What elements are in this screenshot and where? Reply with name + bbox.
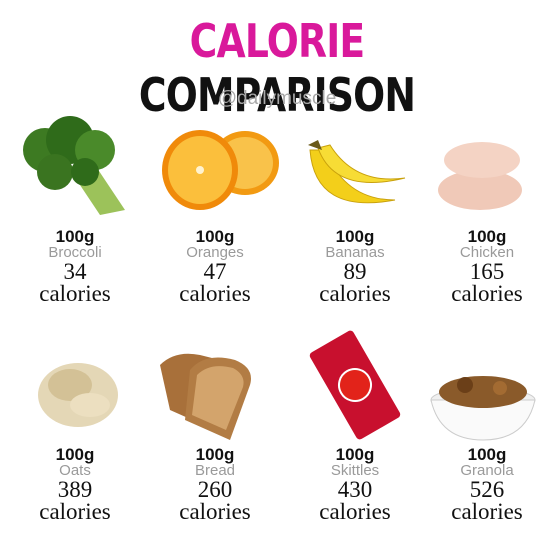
granola-image [430, 376, 536, 441]
food-unit: calories [451, 281, 523, 306]
food-calories: 526 [469, 477, 505, 502]
food-item: 100g Granola 526 calories [418, 446, 554, 523]
title-highlight: CALORIE [189, 14, 366, 68]
food-item: 100g Oats 389 calories [6, 446, 144, 523]
broccoli-image [23, 116, 125, 215]
oats-image [38, 363, 118, 427]
food-item: 100g Oranges 47 calories [146, 228, 284, 305]
food-calories: 165 [469, 259, 505, 284]
food-name: Bananas [325, 244, 385, 261]
food-weight: 100g [195, 227, 235, 246]
food-weight: 100g [195, 445, 235, 464]
food-name: Chicken [459, 244, 515, 261]
food-weight: 100g [467, 445, 507, 464]
title: CALORIE COMPARISON [50, 14, 504, 122]
food-unit: calories [451, 499, 523, 524]
food-weight: 100g [55, 445, 95, 464]
food-unit: calories [39, 499, 111, 524]
chicken-image [438, 142, 522, 210]
food-item: 100g Bread 260 calories [146, 446, 284, 523]
handle: @dailymuscle [217, 88, 337, 109]
food-weight: 100g [335, 445, 375, 464]
food-name: Bread [194, 462, 236, 479]
food-item: 100g Skittles 430 calories [286, 446, 424, 523]
food-unit: calories [319, 499, 391, 524]
food-name: Skittles [330, 462, 380, 479]
orange-image [162, 130, 279, 210]
food-calories: 34 [63, 259, 87, 284]
food-weight: 100g [335, 227, 375, 246]
food-calories: 89 [343, 259, 367, 284]
food-name: Granola [460, 462, 514, 479]
food-item: 100g Broccoli 34 calories [6, 228, 144, 305]
food-name: Broccoli [48, 244, 102, 261]
title-rest: COMPARISON [138, 68, 416, 122]
food-calories: 260 [197, 477, 233, 502]
bread-image [160, 353, 251, 440]
food-weight: 100g [55, 227, 95, 246]
skittles-image [309, 330, 401, 440]
food-weight: 100g [467, 227, 507, 246]
food-item: 100g Bananas 89 calories [286, 228, 424, 305]
food-item: 100g Chicken 165 calories [418, 228, 554, 305]
food-calories: 389 [57, 477, 93, 502]
food-name: Oranges [186, 244, 244, 261]
food-unit: calories [179, 281, 251, 306]
food-calories: 47 [203, 259, 227, 284]
food-calories: 430 [337, 477, 373, 502]
food-unit: calories [319, 281, 391, 306]
food-unit: calories [39, 281, 111, 306]
banana-image [308, 140, 406, 204]
food-name: Oats [59, 462, 91, 479]
food-unit: calories [179, 499, 251, 524]
